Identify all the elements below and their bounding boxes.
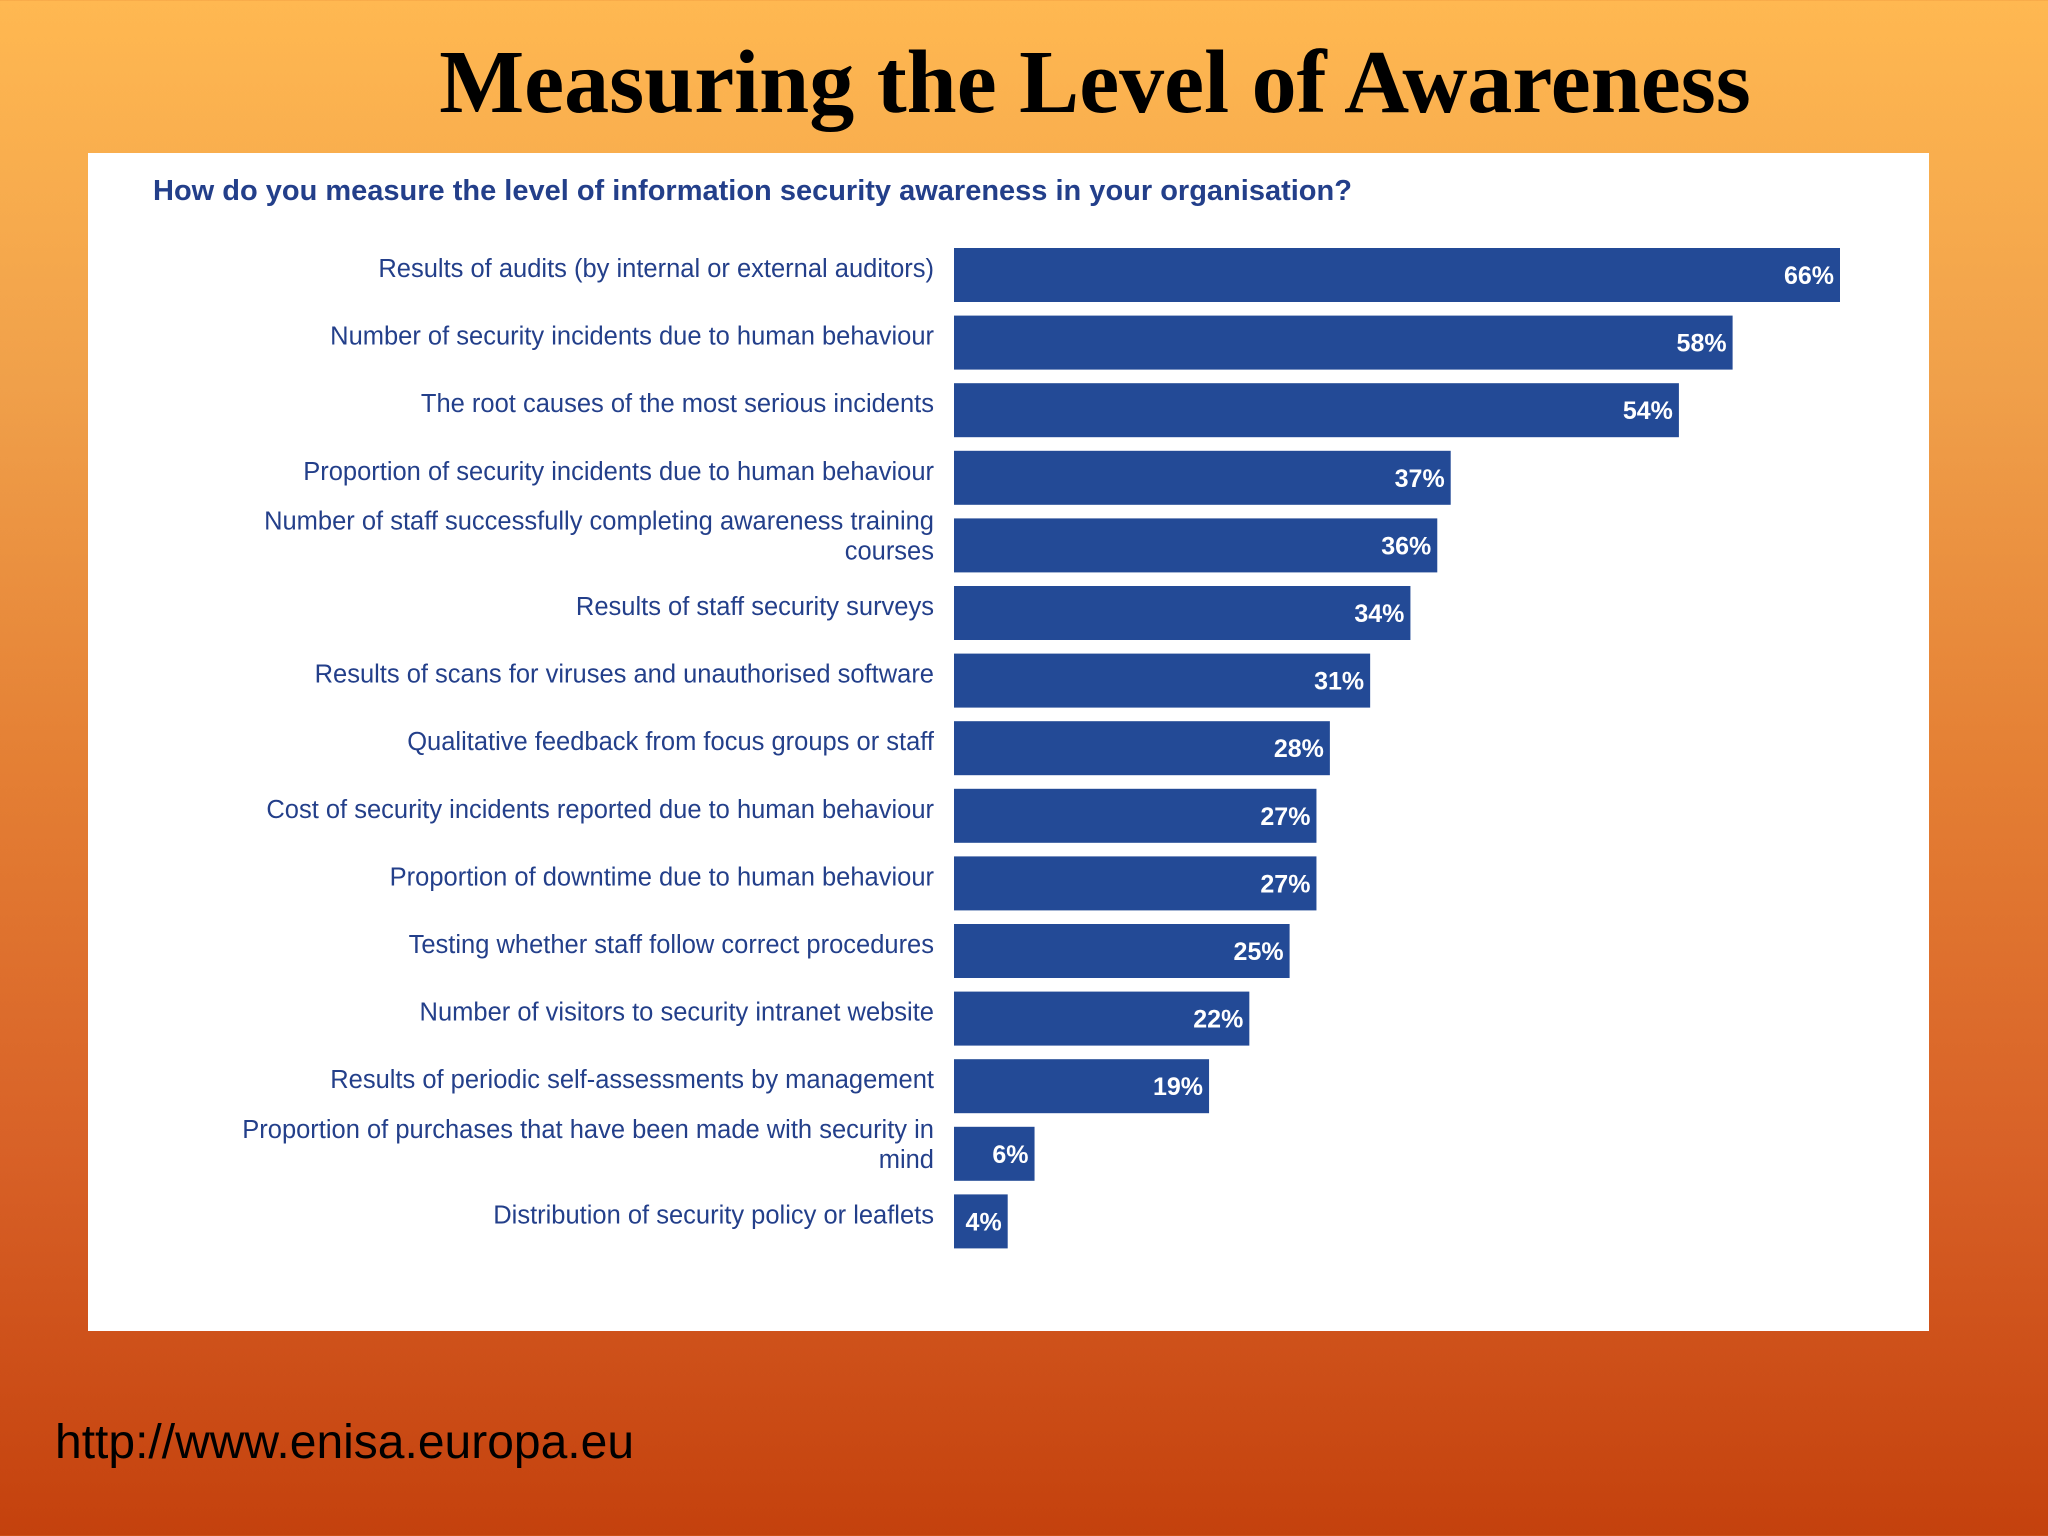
bar-2 <box>954 315 1733 370</box>
bar-1 <box>954 248 1840 302</box>
category-label: Testing whether staff follow correct pro… <box>409 931 934 959</box>
bar-9 <box>954 788 1317 843</box>
chart-title: How do you measure the level of informat… <box>153 175 1352 207</box>
bar-10 <box>954 856 1317 911</box>
bar-value-label: 31% <box>1314 668 1364 696</box>
category-label: Distribution of security policy or leafl… <box>493 1201 934 1229</box>
bar-13 <box>954 1059 1210 1114</box>
bar-value-label: 19% <box>1153 1073 1203 1101</box>
slide-title: Measuring the Level of Awareness <box>439 33 1751 132</box>
category-label: Results of scans for viruses and unautho… <box>315 661 934 689</box>
category-label: Number of visitors to security intranet … <box>420 999 934 1027</box>
bar-value-label: 27% <box>1260 870 1310 898</box>
bar-value-label: 4% <box>966 1208 1002 1236</box>
bar-value-label: 37% <box>1395 465 1445 493</box>
bar-5 <box>954 518 1438 573</box>
bar-value-label: 34% <box>1354 600 1404 628</box>
category-label: courses <box>845 537 934 565</box>
category-label: Results of staff security surveys <box>576 593 934 621</box>
category-label: Proportion of security incidents due to … <box>303 458 934 486</box>
bar-14 <box>954 1126 1035 1181</box>
category-label: Proportion of downtime due to human beha… <box>390 863 935 891</box>
category-label: Number of security incidents due to huma… <box>330 323 934 351</box>
bar-15 <box>954 1194 1008 1249</box>
bar-value-label: 22% <box>1193 1006 1243 1034</box>
category-label: Results of audits (by internal or extern… <box>378 255 934 283</box>
bar-value-label: 36% <box>1381 532 1431 560</box>
category-label: Qualitative feedback from focus groups o… <box>407 728 935 756</box>
category-label: Number of staff successfully completing … <box>264 507 934 535</box>
category-label: The root causes of the most serious inci… <box>421 390 934 418</box>
category-label: Proportion of purchases that have been m… <box>242 1116 934 1144</box>
bar-value-label: 66% <box>1784 262 1834 290</box>
bar-11 <box>954 924 1290 978</box>
bar-value-label: 27% <box>1260 803 1310 831</box>
chart-panel: How do you measure the level of informat… <box>88 153 1929 1331</box>
footer-url[interactable]: http://www.enisa.europa.eu <box>55 1416 635 1469</box>
bar-value-label: 54% <box>1623 397 1673 425</box>
bar-8 <box>954 721 1330 776</box>
bar-chart: 66% Results of audits (by internal or ext… <box>242 248 1840 1249</box>
bar-6 <box>954 586 1411 640</box>
bar-3 <box>954 383 1679 438</box>
bar-7 <box>954 653 1371 708</box>
bar-value-label: 6% <box>992 1141 1028 1169</box>
category-label: mind <box>879 1146 934 1174</box>
category-label: Results of periodic self-assessments by … <box>330 1066 934 1094</box>
bar-12 <box>954 991 1250 1046</box>
bar-4 <box>954 450 1451 505</box>
bar-value-label: 58% <box>1677 330 1727 358</box>
category-label: Cost of security incidents reported due … <box>266 796 934 824</box>
bar-value-label: 25% <box>1234 938 1284 966</box>
bar-value-label: 28% <box>1274 735 1324 763</box>
